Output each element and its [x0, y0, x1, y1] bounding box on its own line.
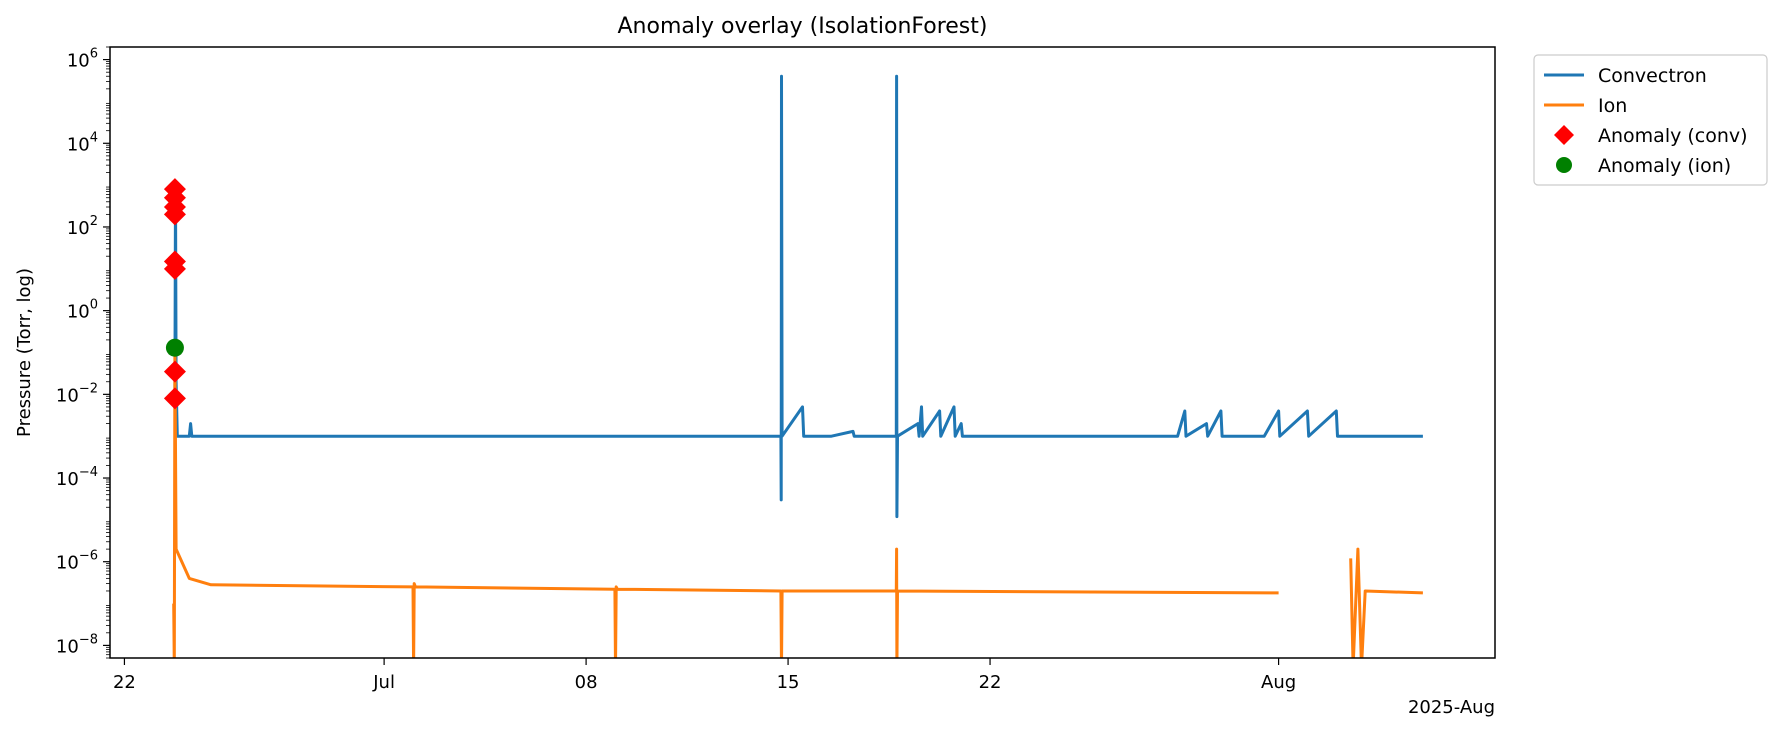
series-layer — [163, 74, 1423, 658]
y-tick-label: 106 — [67, 47, 98, 72]
anomaly-conv-point — [163, 257, 186, 280]
anomaly-conv-point — [163, 203, 186, 226]
x-axis-offset-label: 2025-Aug — [1408, 697, 1495, 718]
x-tick-label: Aug — [1261, 672, 1296, 693]
y-tick-label: 10−6 — [56, 549, 98, 574]
y-tick-label: 10−8 — [56, 632, 98, 657]
anomaly-ion-point — [165, 338, 184, 357]
series-line-convectron — [173, 74, 1423, 519]
plot-frame — [109, 46, 1496, 659]
legend: Convectron Ion Anomaly (conv) Anomaly (ion) — [1533, 54, 1768, 186]
x-tick-label: 22 — [979, 672, 1002, 693]
x-tick-label: 22 — [113, 672, 136, 693]
x-tick-label: Jul — [372, 672, 395, 693]
y-tick-label: 100 — [67, 298, 98, 323]
series-line-ion — [172, 346, 1423, 658]
legend-label: Ion — [1598, 95, 1627, 117]
legend-label: Anomaly (ion) — [1598, 155, 1731, 177]
legend-box — [1533, 54, 1768, 186]
y-tick-label: 102 — [67, 214, 98, 239]
x-tick-label: 08 — [575, 672, 598, 693]
legend-swatch — [1556, 157, 1572, 173]
y-tick-label: 10−2 — [56, 381, 98, 406]
legend-swatch — [1554, 125, 1574, 145]
axes-layer: 22 Jul 08 15 22 Aug 10−8 10−6 10−4 10−2 100 102 104 1… — [56, 46, 1496, 693]
chart-title: Anomaly overlay (IsolationForest) — [618, 14, 988, 39]
y-axis-label: Pressure (Torr, log) — [14, 268, 35, 437]
x-tick-label: 15 — [777, 672, 800, 693]
anomaly-conv-point — [163, 387, 186, 410]
y-tick-label: 10−4 — [56, 465, 98, 490]
y-tick-label: 104 — [67, 130, 98, 155]
anomaly-conv-point — [163, 360, 186, 383]
legend-label: Convectron — [1598, 65, 1707, 87]
legend-label: Anomaly (conv) — [1598, 125, 1748, 147]
